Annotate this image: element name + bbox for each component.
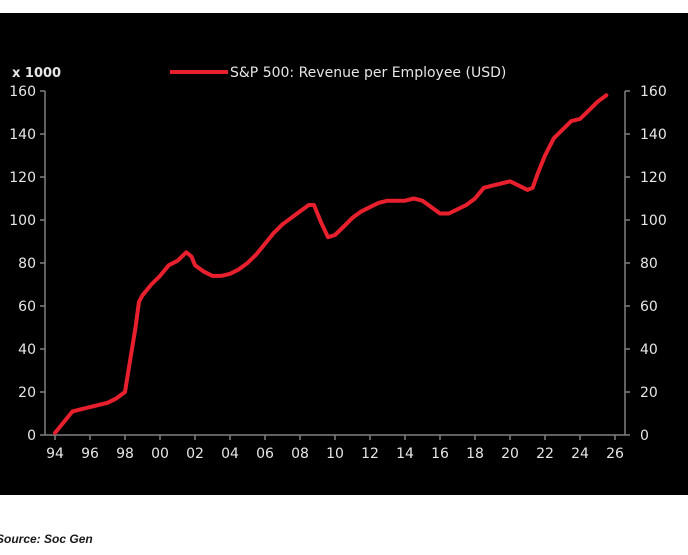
x-tick-label: 26 bbox=[606, 446, 624, 462]
y-tick-label-left: 160 bbox=[9, 84, 36, 100]
y-tick-label-left: 0 bbox=[27, 428, 36, 444]
y-tick-label-left: 140 bbox=[9, 127, 36, 143]
x-tick-label: 94 bbox=[46, 446, 64, 462]
y-tick-label-right: 160 bbox=[640, 84, 667, 100]
x-tick-label: 22 bbox=[536, 446, 554, 462]
y-tick-label-left: 80 bbox=[18, 256, 36, 272]
y-tick-label-left: 120 bbox=[9, 170, 36, 186]
y-tick-label-right: 20 bbox=[640, 385, 658, 401]
legend-label: S&P 500: Revenue per Employee (USD) bbox=[230, 65, 506, 81]
chart-panel: S&P 500: Revenue per Employee (USD) x 10… bbox=[0, 13, 688, 495]
x-tick-label: 02 bbox=[186, 446, 204, 462]
y-ticks-right: 0 20 40 60 80 100 120 140 160 bbox=[625, 84, 667, 444]
series-line-revenue-per-employee bbox=[53, 93, 609, 435]
x-ticks: 94 96 98 00 02 04 06 08 10 12 14 16 18 20 22 24 26 bbox=[46, 435, 624, 462]
y-tick-label-right: 140 bbox=[640, 127, 667, 143]
y-tick-label-right: 80 bbox=[640, 256, 658, 272]
y-tick-label-left: 60 bbox=[18, 299, 36, 315]
x-tick-label: 16 bbox=[431, 446, 449, 462]
x-tick-label: 14 bbox=[396, 446, 414, 462]
y-tick-label-left: 100 bbox=[9, 213, 36, 229]
source-note: Source: Soc Gen bbox=[0, 532, 93, 546]
x-tick-label: 10 bbox=[326, 446, 344, 462]
y-tick-label-right: 40 bbox=[640, 342, 658, 358]
y-tick-label-right: 60 bbox=[640, 299, 658, 315]
x-tick-label: 04 bbox=[221, 446, 239, 462]
x-tick-label: 12 bbox=[361, 446, 379, 462]
y-tick-label-left: 20 bbox=[18, 385, 36, 401]
y-tick-label-right: 120 bbox=[640, 170, 667, 186]
x-tick-label: 20 bbox=[501, 446, 519, 462]
line-chart: S&P 500: Revenue per Employee (USD) x 10… bbox=[9, 65, 667, 462]
y-tick-label-left: 40 bbox=[18, 342, 36, 358]
x-tick-label: 00 bbox=[151, 446, 169, 462]
x-tick-label: 96 bbox=[81, 446, 99, 462]
x-tick-label: 06 bbox=[256, 446, 274, 462]
y-ticks-left: 0 20 40 60 80 100 120 140 160 bbox=[9, 84, 45, 444]
y-unit-label: x 1000 bbox=[12, 66, 61, 81]
x-tick-label: 24 bbox=[571, 446, 589, 462]
legend: S&P 500: Revenue per Employee (USD) bbox=[170, 65, 506, 81]
y-tick-label-right: 0 bbox=[640, 428, 649, 444]
x-tick-label: 08 bbox=[291, 446, 309, 462]
x-tick-label: 98 bbox=[116, 446, 134, 462]
y-tick-label-right: 100 bbox=[640, 213, 667, 229]
x-tick-label: 18 bbox=[466, 446, 484, 462]
